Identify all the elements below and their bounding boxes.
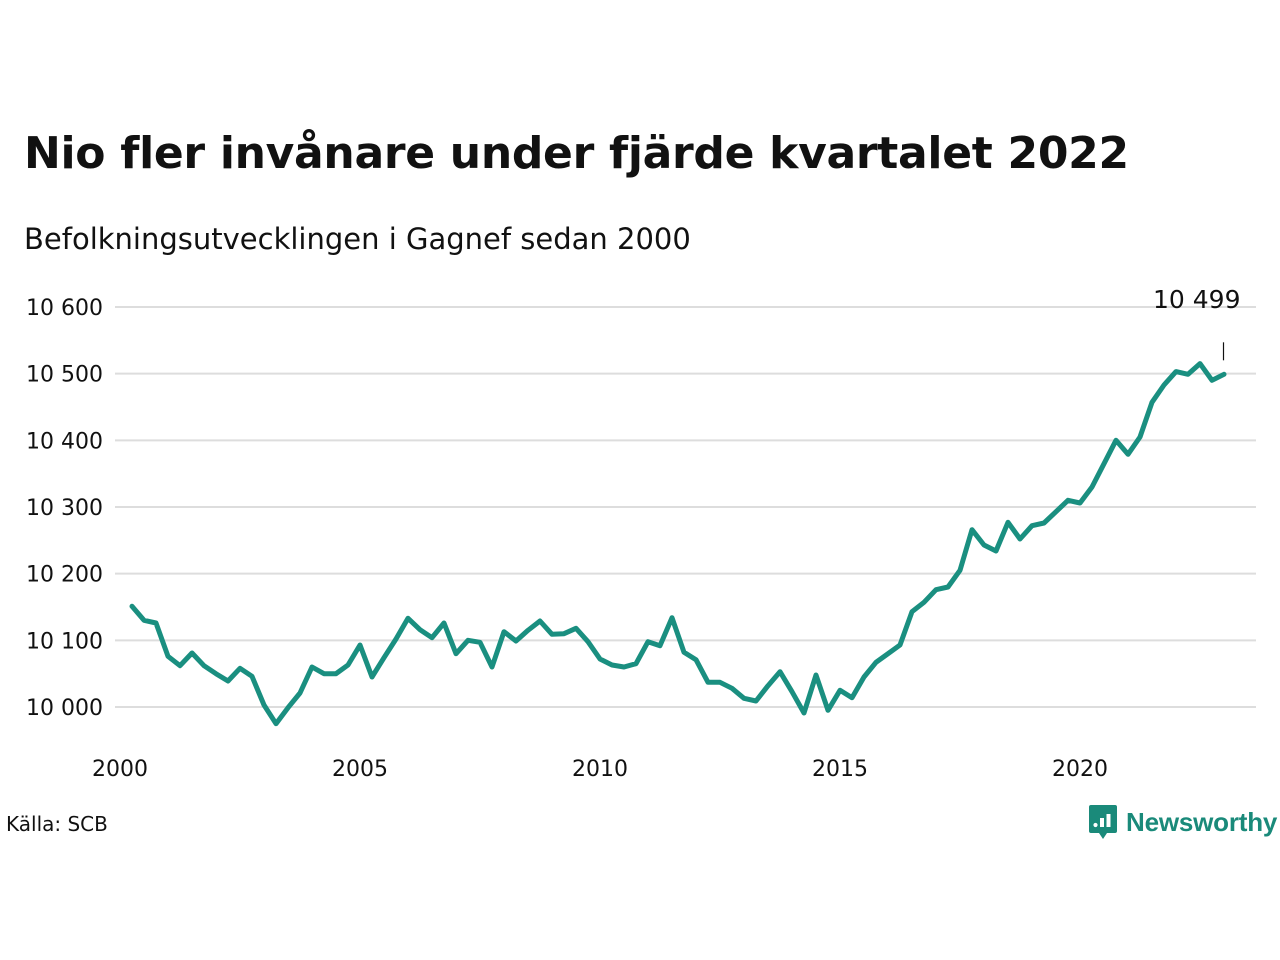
y-axis: 10 000 10 100 10 200 10 300 10 400 10 500 10 6…	[26, 296, 103, 721]
chart-subtitle: Befolkningsutvecklingen i Gagnef sedan 2…	[24, 222, 691, 256]
x-axis: 2000 2005 2010 2015 2020	[92, 757, 1108, 782]
x-tick-label: 2020	[1052, 757, 1108, 782]
y-tick-label: 10 100	[26, 629, 103, 654]
x-tick-label: 2005	[332, 757, 388, 782]
y-tick-label: 10 600	[26, 296, 103, 321]
series-line	[129, 361, 1227, 727]
chart-title: Nio fler invånare under fjärde kvartalet…	[24, 128, 1129, 179]
source-note: Källa: SCB	[6, 812, 108, 836]
chart-bubble-logo-icon	[1089, 805, 1117, 839]
y-tick-label: 10 200	[26, 563, 103, 588]
x-tick-label: 2010	[572, 757, 628, 782]
gridlines	[115, 305, 1256, 708]
end-value-annotation: 10 499	[1153, 285, 1241, 361]
y-tick-label: 10 400	[26, 429, 103, 454]
brand-name: Newsworthy	[1126, 806, 1278, 837]
y-tick-label: 10 000	[26, 696, 103, 721]
x-tick-label: 2015	[812, 757, 868, 782]
y-tick-label: 10 500	[26, 363, 103, 388]
brand-logo[interactable]: Newsworthy	[1088, 804, 1277, 840]
x-tick-label: 2000	[92, 757, 148, 782]
y-tick-label: 10 300	[26, 496, 103, 521]
series-population	[129, 361, 1227, 727]
annotation-label: 10 499	[1153, 285, 1240, 314]
